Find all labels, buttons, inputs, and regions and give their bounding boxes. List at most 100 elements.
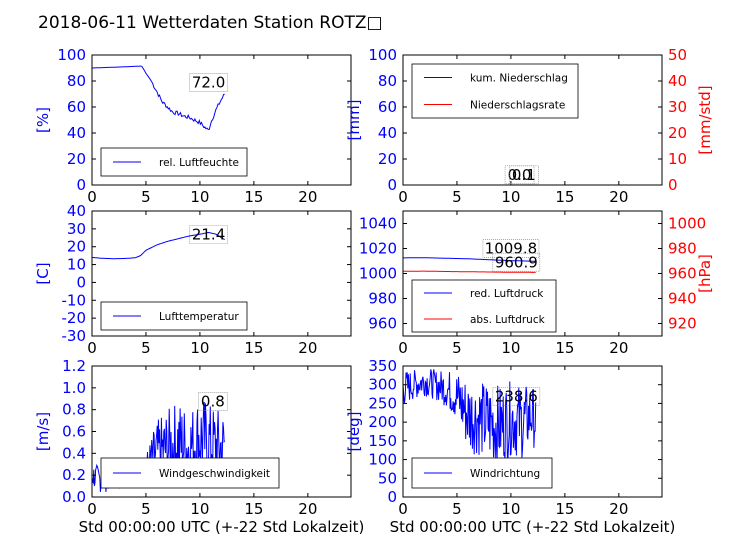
- panel-precipitation: 0 5 10 15 20 0 20 40 60 80 100 0 10 20 30 40 50 [mm] [mm/s…: [345, 46, 714, 206]
- x-tick-label: 5: [452, 188, 462, 206]
- x-tick-label: 20: [609, 188, 628, 206]
- y-tick-label: 40: [378, 124, 397, 142]
- y-tick-label-right: 40: [668, 72, 687, 90]
- y-tick-label-right: 0: [668, 176, 678, 194]
- annotation-box: [509, 165, 539, 185]
- y-tick-label: -10: [62, 291, 87, 309]
- value-annotation: 0.8: [201, 392, 225, 410]
- series-line-pressure-0: [403, 257, 536, 262]
- y-tick-label: 0: [387, 176, 397, 194]
- y-tick-label-right: 940: [668, 290, 697, 308]
- series-line-temperature-0: [92, 231, 225, 260]
- annotation-box: [492, 252, 541, 272]
- x-tick-label: 20: [609, 500, 628, 518]
- legend-label: abs. Luftdruck: [470, 314, 546, 326]
- x-tick-label: 15: [555, 188, 574, 206]
- y-axis-label: [mm]: [345, 100, 363, 141]
- x-tick-label: 15: [244, 339, 263, 357]
- y-tick-label: 50: [378, 469, 397, 487]
- x-tick-label: 0: [398, 188, 408, 206]
- y-tick-label: 0: [76, 273, 86, 291]
- y-tick-label: 40: [67, 202, 86, 220]
- y-tick-label-right: 920: [668, 315, 697, 333]
- panel-temperature: 0 5 10 15 20-30-20-10010203040[C]21.4Lufttem…: [34, 202, 352, 357]
- x-tick-label: 5: [452, 500, 462, 518]
- legend-box: [411, 279, 557, 333]
- x-tick-label: 20: [298, 500, 317, 518]
- y-tick-label: 80: [378, 72, 397, 90]
- legend-label: kum. Niederschlag: [470, 73, 568, 85]
- x-tick-label: 5: [452, 339, 462, 357]
- value-annotation: 21.4: [192, 226, 225, 244]
- legend-label: rel. Luftfeuchte: [159, 157, 239, 169]
- plot-frame: [402, 365, 663, 498]
- y-tick-label: 80: [67, 72, 86, 90]
- panel-windspeed: 0 5 10 15 20 0.0 0.2 0.4 0.6 0.8 1.0 1.2 [m/s] Std 00…: [34, 357, 364, 536]
- y-tick-label-right: 30: [668, 98, 687, 116]
- y-tick-label: 0.8: [62, 401, 86, 419]
- y-tick-label: 0: [387, 488, 397, 506]
- y-axis-label: [m/s]: [34, 412, 52, 451]
- panel-humidity: 0 5 10 15 20 0 20 40 60 80 100 [%] 72.0 rel. Luftfeuc…: [34, 46, 352, 206]
- x-tick-label: 20: [609, 339, 628, 357]
- y-tick-label-right: 20: [668, 124, 687, 142]
- x-tick-label: 0: [87, 339, 97, 357]
- legend-label: red. Luftdruck: [470, 288, 544, 300]
- y-tick-label: 20: [378, 150, 397, 168]
- panel-pressure: 0 5 10 15 20 960 980 1000 1020 1040 920 940 960 980 10…: [359, 210, 714, 357]
- annotation-box: [198, 392, 228, 411]
- x-tick-label: 10: [501, 500, 520, 518]
- y-tick-label: 40: [67, 124, 86, 142]
- plot-frame: [402, 54, 663, 186]
- y-tick-label: 300: [368, 376, 397, 394]
- plot-frame: [91, 54, 352, 186]
- series-line-winddir-0: [403, 369, 537, 466]
- y-tick-label: 0.6: [62, 423, 86, 441]
- value-annotation: 72.0: [192, 74, 225, 92]
- y-tick-label: 0.2: [62, 466, 86, 484]
- y-tick-label: 250: [368, 394, 397, 412]
- y-tick-label: 350: [368, 357, 397, 375]
- y-tick-label: 200: [368, 413, 397, 431]
- y-tick-label: 0.0: [62, 488, 86, 506]
- plot-frame: [91, 210, 352, 337]
- y-tick-label: 150: [368, 432, 397, 450]
- series-line-pressure-1: [403, 270, 536, 273]
- value-annotation: 960.9: [495, 253, 538, 271]
- x-tick-label: 15: [244, 188, 263, 206]
- y-tick-label: 0.4: [62, 444, 86, 462]
- annotation-box: [482, 239, 540, 258]
- x-tick-label: 20: [298, 339, 317, 357]
- y-tick-label: 30: [67, 220, 86, 238]
- y-tick-label: 20: [67, 238, 86, 256]
- y-tick-label: 100: [368, 451, 397, 469]
- x-tick-label: 0: [87, 188, 97, 206]
- y-axis-label: [deg]: [345, 412, 363, 452]
- y-axis-label: [%]: [34, 107, 52, 133]
- x-tick-label: 5: [141, 339, 151, 357]
- y-tick-label: 1020: [359, 240, 397, 258]
- y-tick-label: 1040: [359, 215, 397, 233]
- x-tick-label: 0: [398, 500, 408, 518]
- y-tick-label: 10: [67, 256, 86, 274]
- figure-title: 2018-06-11 Wetterdaten Station ROTZ□: [38, 13, 383, 33]
- y-tick-label: 100: [368, 46, 397, 64]
- x-tick-label: 15: [555, 500, 574, 518]
- y-tick-label: -20: [62, 309, 87, 327]
- y-tick-label-right: 960: [668, 265, 697, 283]
- y-tick-label-right: 50: [668, 46, 687, 64]
- legend-label: Lufttemperatur: [159, 311, 239, 323]
- series-line-humidity-0: [92, 65, 225, 130]
- y-tick-label-right: 1000: [668, 215, 706, 233]
- annotation-box: [189, 225, 228, 244]
- x-tick-label: 15: [244, 500, 263, 518]
- y-tick-label: 60: [67, 98, 86, 116]
- x-tick-label: 10: [190, 339, 209, 357]
- y-axis-label-right: [mm/std]: [696, 85, 714, 154]
- x-tick-label: 10: [190, 188, 209, 206]
- value-annotation: 0.1: [512, 166, 536, 184]
- x-tick-label: 15: [555, 339, 574, 357]
- value-annotation: 238.6: [495, 388, 538, 406]
